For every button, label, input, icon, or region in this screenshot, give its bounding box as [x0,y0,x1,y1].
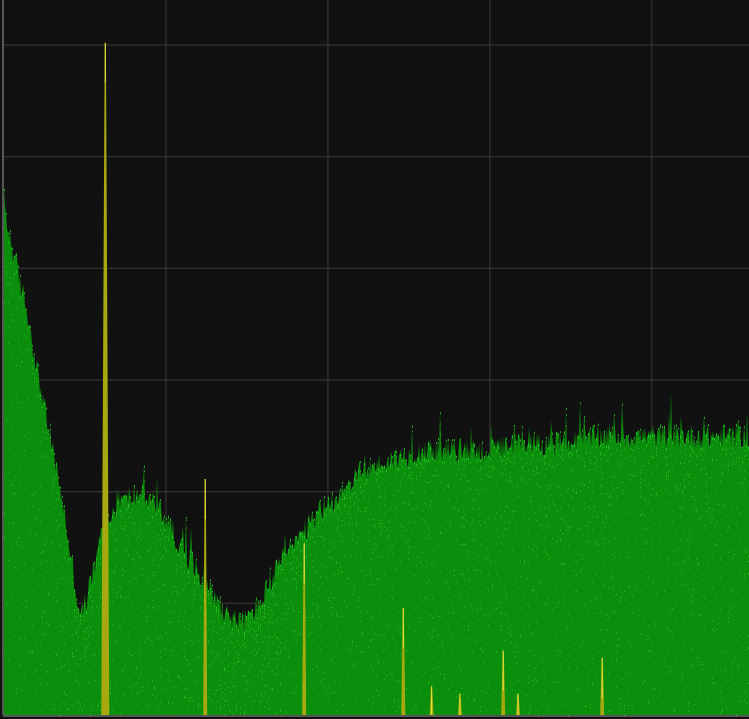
peak-body [101,42,110,715]
spectrum-fill-layer [4,189,749,716]
peak-marker [429,686,434,715]
peak-body [302,543,307,715]
peak-body [203,479,208,715]
peak-marker [501,650,506,715]
peak-marker [203,479,208,715]
peak-markers [101,42,605,715]
peak-marker [600,657,605,715]
peak-marker [457,693,462,715]
peak-marker [302,543,307,715]
spectrum-speckle [4,189,749,717]
peak-body [401,607,406,715]
peak-marker [401,607,406,715]
peak-marker [516,693,520,715]
spectrum-area [4,189,749,716]
spectrum-noise-layer [4,189,749,717]
peak-marker [101,42,110,715]
